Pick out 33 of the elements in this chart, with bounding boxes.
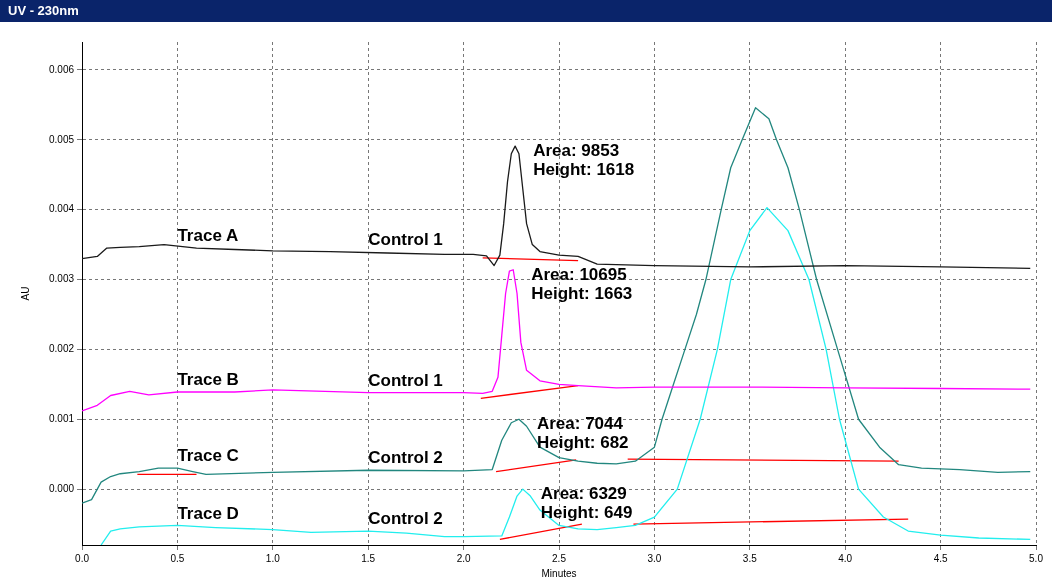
x-tick-label: 3.0	[647, 552, 662, 564]
annotation: Control 1	[368, 229, 443, 249]
x-tick-label: 2.0	[456, 552, 471, 564]
y-tick-label: 0.002	[48, 343, 75, 355]
series-label: Trace C	[177, 446, 239, 466]
x-tick-label: 1.0	[265, 552, 281, 564]
annotation: Control 2	[368, 448, 443, 468]
y-tick-label: 0.005	[48, 133, 75, 145]
annotation: Area: 9853 Height: 1618	[533, 141, 635, 180]
annotation: Control 2	[368, 509, 443, 529]
y-axis-title: AU	[19, 286, 31, 301]
y-tick-label: 0.006	[48, 63, 75, 75]
x-tick-label: 5.0	[1029, 552, 1044, 564]
x-tick-label: 3.5	[742, 552, 758, 564]
x-tick-label: 0.0	[75, 552, 90, 564]
series-label: Trace A	[177, 226, 239, 246]
series-label: Trace D	[177, 503, 239, 523]
x-tick-label: 2.5	[552, 552, 567, 564]
x-tick-label: 1.5	[361, 552, 376, 564]
annotation: Area: 10695 Height: 1663	[531, 264, 633, 303]
y-tick-label: 0.001	[48, 413, 75, 424]
annotation: Area: 7044 Height: 682	[536, 414, 629, 453]
y-tick-label: 0.003	[48, 273, 75, 285]
x-tick-label: 0.5	[170, 552, 185, 564]
x-axis-title: Minutes	[541, 567, 577, 579]
series-label: Trace B	[177, 370, 239, 390]
x-tick-label: 4.5	[933, 552, 948, 564]
y-tick-label: 0.000	[48, 482, 75, 494]
annotation: Area: 6329 Height: 649	[540, 484, 633, 523]
x-tick-label: 4.0	[838, 552, 853, 564]
y-tick-label: 0.004	[48, 203, 75, 215]
annotation: Control 1	[368, 370, 443, 390]
chart-title: UV - 230nm	[0, 0, 1052, 22]
